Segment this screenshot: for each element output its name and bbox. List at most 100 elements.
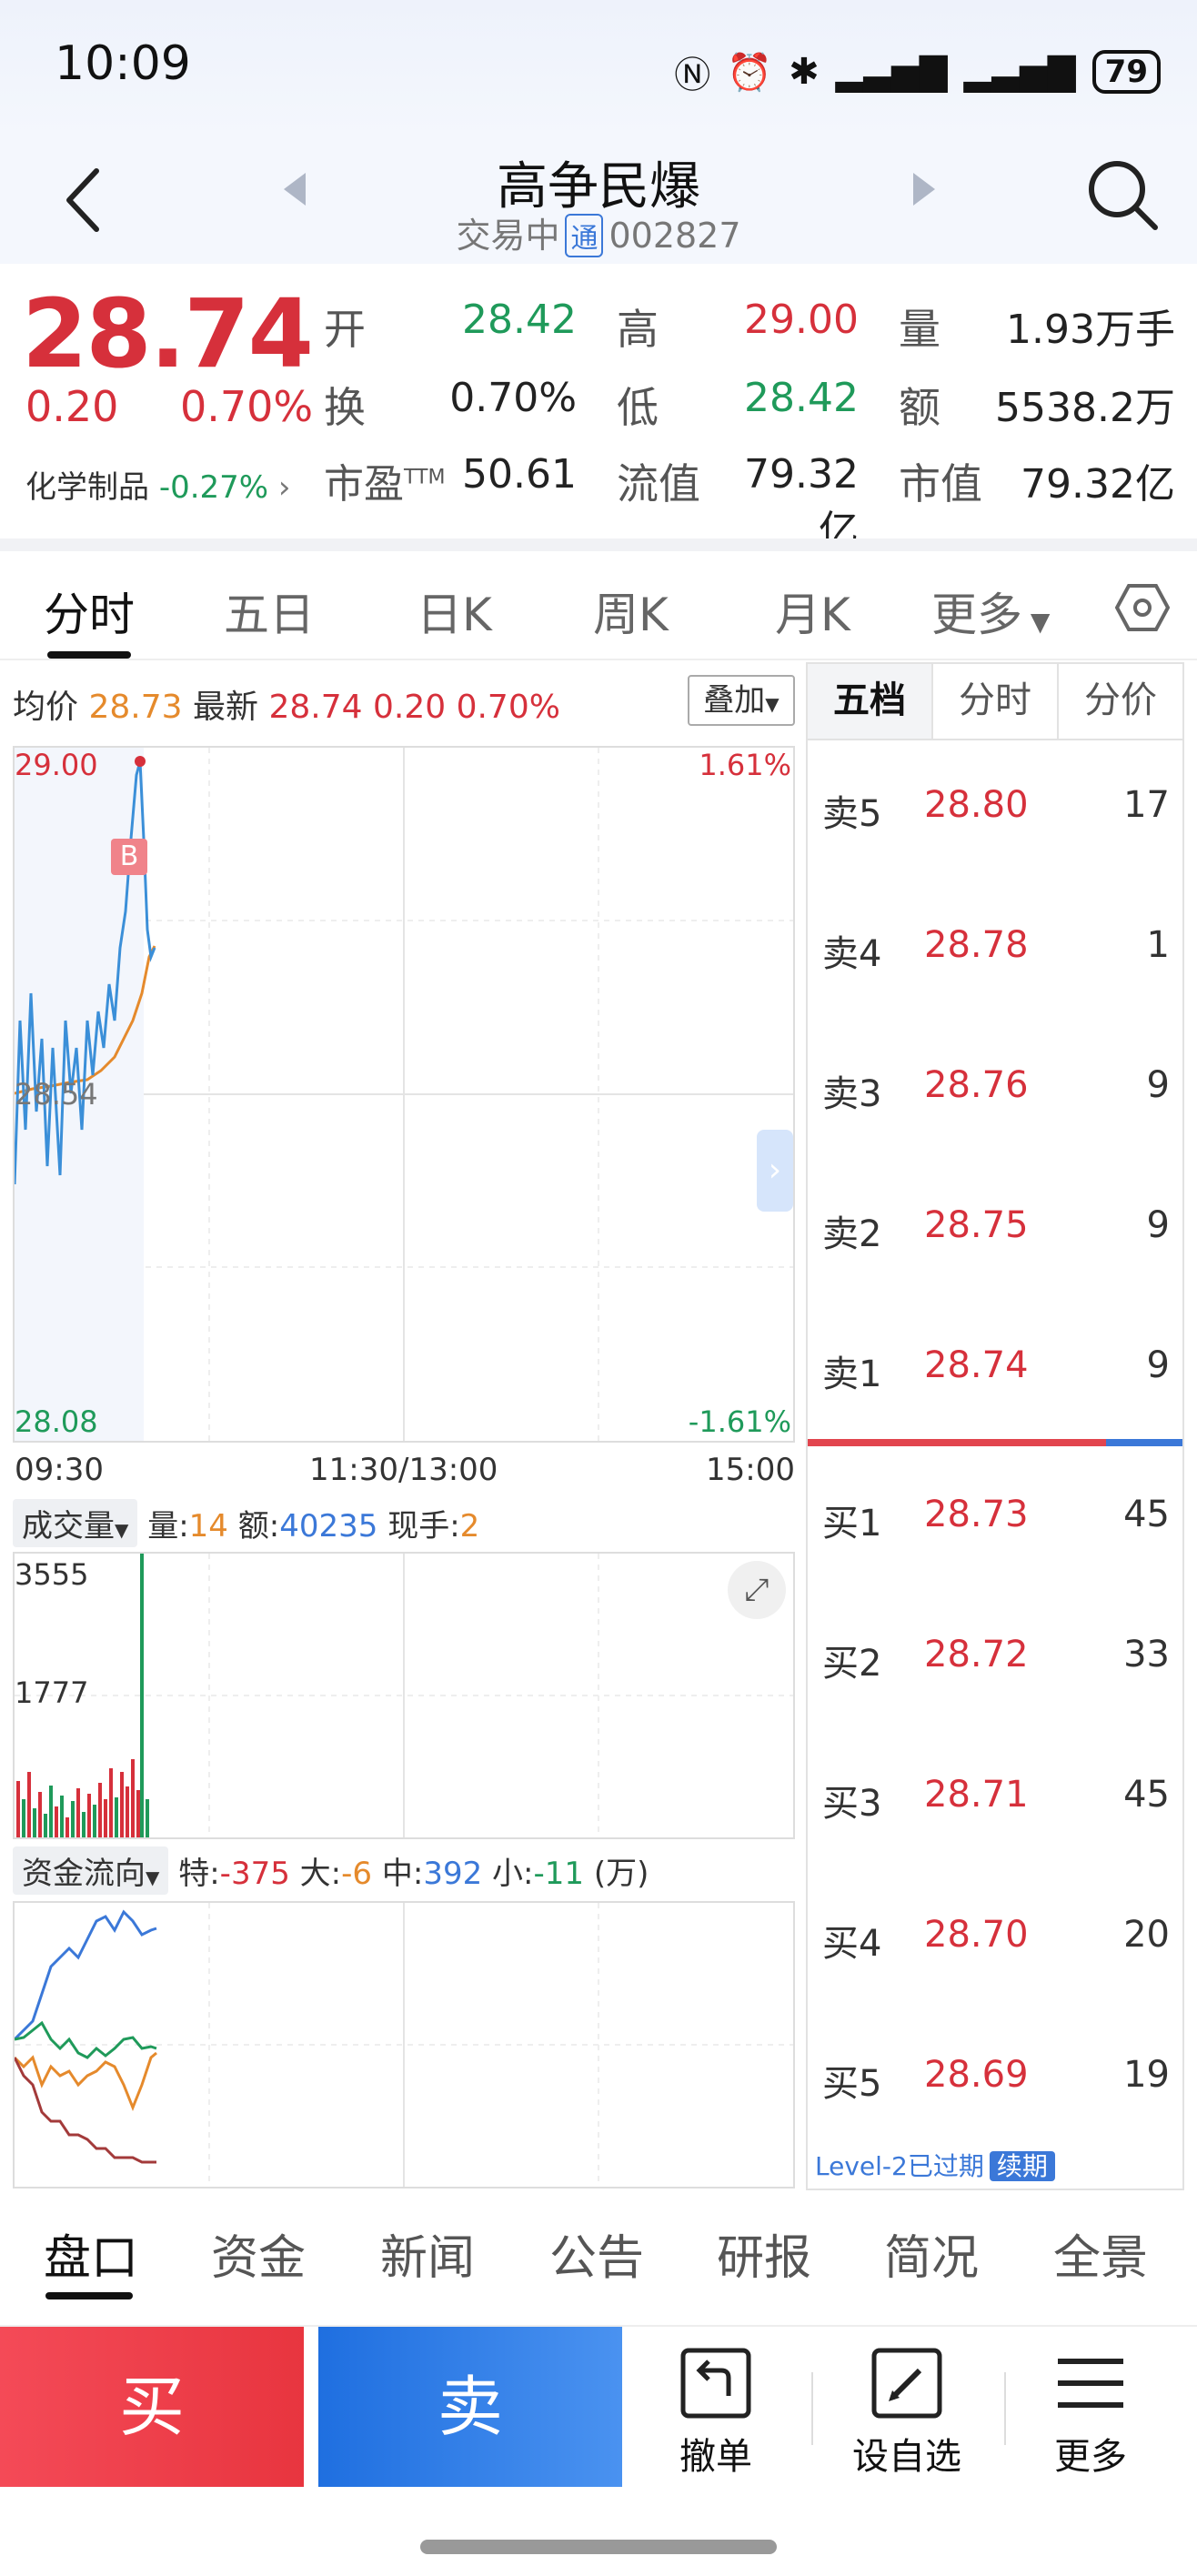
cancel-order-button[interactable]: 撤单 [639,2345,793,2480]
amt-label: 额: [237,1508,280,1545]
separator [811,2372,813,2445]
tab-five-levels[interactable]: 五档 [808,664,933,739]
ask-row[interactable]: 卖1 28.74 9 [808,1344,1182,1399]
sell-button[interactable]: 卖 [318,2327,622,2487]
expand-side-handle[interactable]: › [757,1130,793,1212]
tab-tick-detail[interactable]: 分时 [933,664,1059,739]
overlay-dropdown[interactable]: 叠加▼ [688,675,795,726]
volume-chart-svg [15,1554,793,1837]
low-label: 低 [617,383,659,432]
add-watchlist-button[interactable]: 设自选 [830,2345,984,2480]
tab-announcements[interactable]: 公告 [549,2231,645,2286]
tab-more-label: 更多 [931,589,1022,641]
volume-value: 1.93万手 [1006,307,1175,353]
tab-intraday[interactable]: 分时 [44,589,135,641]
vol-label: 量: [147,1508,189,1545]
stock-code: 002827 [609,216,741,256]
ask-row[interactable]: 卖3 28.76 9 [808,1064,1182,1119]
caret-down-icon: ▼ [1022,607,1051,637]
industry-link[interactable]: 化学制品 -0.27% › [25,462,291,507]
edit-icon [871,2348,942,2419]
stock-subtitle: 交易中通 002827 [0,207,1197,257]
more-label: 更多 [1054,2436,1127,2478]
bid-label: 买5 [822,2063,882,2105]
flow-chart[interactable] [13,1901,795,2189]
next-stock-icon[interactable] [913,173,935,206]
y-axis-bottom: 28.08 [15,1404,98,1439]
tab-panorama[interactable]: 全景 [1053,2231,1149,2286]
bid-volume: 19 [1123,2054,1170,2096]
flow-selector[interactable]: 资金流向▼ [13,1846,169,1895]
tab-news[interactable]: 新闻 [380,2231,476,2286]
ask-price: 28.78 [924,924,1029,966]
flow-te-value: -375 [219,1856,290,1892]
pct-axis-top: 1.61% [699,748,791,782]
search-icon[interactable] [1084,156,1161,233]
stock-name: 高争民爆 [497,157,700,216]
bid-row[interactable]: 买1 28.73 45 [808,1494,1182,1548]
latest-change-pct: 0.70% [456,689,560,726]
market-cap-value: 79.32亿 [1021,461,1175,508]
tab-monthly-k[interactable]: 月K [775,589,850,641]
bid-row[interactable]: 买4 28.70 20 [808,1914,1182,1968]
nfc-icon: Ⓝ [674,55,711,96]
ask-volume: 9 [1146,1344,1170,1386]
pe-value: 50.61 [462,451,577,498]
bid-row[interactable]: 买5 28.69 19 [808,2054,1182,2108]
tab-weekly-k[interactable]: 周K [593,589,669,641]
intraday-chart[interactable]: B 29.00 28.54 28.08 1.61% -1.61% › [13,746,795,1443]
bid-label: 买1 [822,1503,882,1545]
order-book-tabs: 五档 分时 分价 [808,664,1182,740]
bid-row[interactable]: 买3 28.71 45 [808,1774,1182,1828]
ask-label: 卖3 [822,1073,882,1115]
connect-badge: 通 [565,214,604,257]
tab-handicap[interactable]: 盘口 [44,2231,139,2286]
flow-da-label: 大: [299,1856,342,1892]
separator [1004,2372,1006,2445]
tab-funds[interactable]: 资金 [211,2231,307,2286]
bid-volume: 20 [1123,1914,1170,1956]
bid-price: 28.73 [924,1494,1029,1535]
fullscreen-icon[interactable]: ⤢ [728,1561,786,1619]
chevron-right-icon: › [277,469,291,506]
flow-te-label: 特: [178,1856,220,1892]
tab-more[interactable]: 更多 ▼ [931,579,1050,644]
renew-button[interactable]: 续期 [989,2151,1055,2181]
home-indicator[interactable] [420,2540,777,2554]
add-watchlist-label: 设自选 [852,2436,961,2478]
tab-price-volume[interactable]: 分价 [1084,679,1157,721]
bid-ask-ratio-bar [808,1439,1182,1446]
back-icon[interactable] [58,164,113,236]
time-open: 09:30 [15,1452,104,1488]
tab-profile[interactable]: 简况 [884,2231,980,2286]
ask-row[interactable]: 卖5 28.80 17 [808,784,1182,839]
open-label: 开 [324,305,366,354]
ask-row[interactable]: 卖2 28.75 9 [808,1204,1182,1259]
float-cap-label: 流值 [617,459,700,508]
volume-selector[interactable]: 成交量▼ [13,1499,138,1547]
high-value: 29.00 [744,297,859,343]
settings-hex-icon[interactable] [1115,580,1170,635]
volume-chart[interactable]: 3555 1777 ⤢ [13,1552,795,1839]
prev-stock-icon[interactable] [284,173,306,206]
last-price: 28.74 [22,278,314,389]
bid-label: 买3 [822,1783,882,1825]
pct-axis-bottom: -1.61% [688,1404,791,1439]
section-divider [0,538,1197,551]
tab-daily-k[interactable]: 日K [417,589,492,641]
active-tab-indicator [47,651,131,659]
turnover-label: 换 [324,383,366,432]
latest-label: 最新 [192,689,258,726]
time-mid: 11:30/13:00 [309,1452,498,1488]
caret-down-icon: ▼ [115,1519,129,1541]
tab-research[interactable]: 研报 [717,2231,812,2286]
overlay-label: 叠加 [703,682,766,719]
buy-button[interactable]: 买 [0,2327,304,2487]
intraday-info: 均价 28.73 最新 28.74 0.20 0.70% [13,680,560,728]
ask-row[interactable]: 卖4 28.78 1 [808,924,1182,979]
flow-zhong-label: 中: [381,1856,424,1892]
tab-five-day[interactable]: 五日 [224,589,315,641]
bid-row[interactable]: 买2 28.72 33 [808,1634,1182,1688]
more-button[interactable]: 更多 [1013,2345,1168,2480]
menu-icon [1058,2359,1123,2408]
